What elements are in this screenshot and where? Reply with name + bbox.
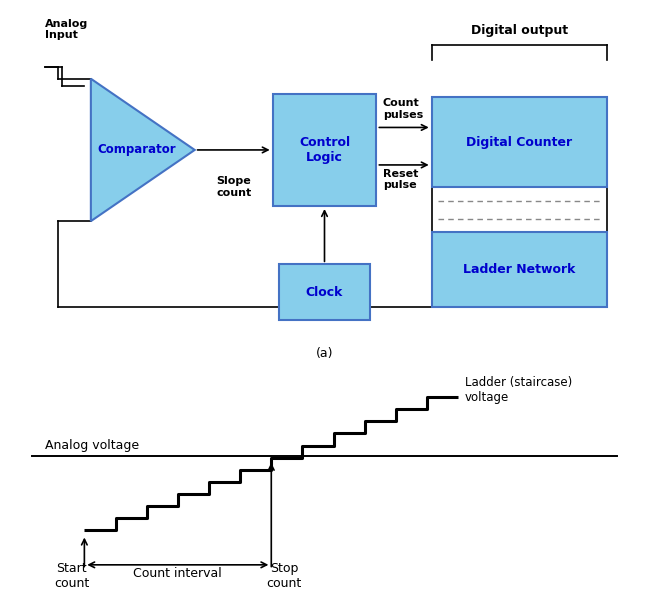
Text: Digital output: Digital output [471,24,568,37]
FancyBboxPatch shape [273,93,376,206]
Text: Control
Logic: Control Logic [299,136,350,164]
Polygon shape [91,79,195,221]
Text: Stop
count: Stop count [267,562,302,590]
FancyBboxPatch shape [432,98,607,187]
Text: Count
pulses: Count pulses [383,98,423,120]
Text: (a): (a) [316,347,333,360]
Text: Ladder (staircase)
voltage: Ladder (staircase) voltage [465,376,572,404]
Text: Slope
count: Slope count [216,176,251,198]
Text: Comparator: Comparator [97,143,176,156]
Text: Ladder Network: Ladder Network [463,264,576,277]
FancyBboxPatch shape [432,233,607,308]
Text: Clock: Clock [306,286,343,299]
FancyBboxPatch shape [279,264,370,321]
Text: Reset
pulse: Reset pulse [383,169,419,190]
Text: Analog voltage: Analog voltage [45,439,140,452]
Text: Count interval: Count interval [134,567,222,580]
Text: Analog
Input: Analog Input [45,18,89,40]
Text: Digital Counter: Digital Counter [466,136,572,149]
Text: Start
count: Start count [54,562,89,590]
